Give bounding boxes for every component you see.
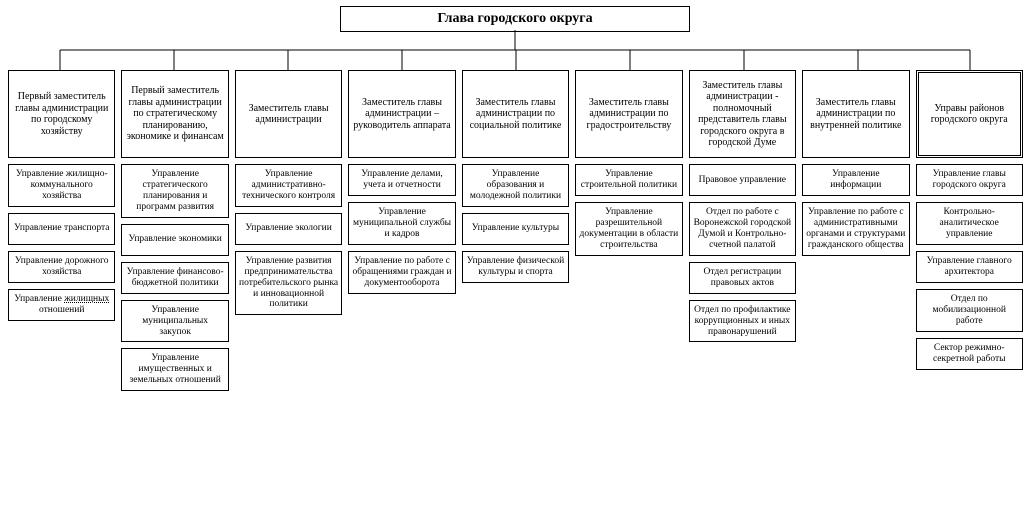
child-node-label: Управление главы городского округа bbox=[920, 169, 1019, 191]
child-node-label: Управление главного архитектора bbox=[920, 256, 1019, 278]
child-node-label: Управление административно-технического … bbox=[239, 169, 338, 202]
column-head-label: Заместитель главы администрации по социа… bbox=[466, 97, 565, 132]
child-node: Управление экономики bbox=[121, 224, 228, 256]
child-node-label: Отдел регистрации правовых актов bbox=[693, 267, 792, 289]
child-node-label: Управление по работе с административными… bbox=[806, 207, 905, 251]
child-node: Управление имущественных и земельных отн… bbox=[121, 348, 228, 391]
column-head-label: Первый заместитель главы администрации п… bbox=[12, 91, 111, 137]
column: Управы районов городского округа Управлен… bbox=[916, 70, 1023, 391]
column: Заместитель главы администрации Управлени… bbox=[235, 70, 342, 391]
root-label: Глава городского округа bbox=[437, 11, 592, 26]
child-node-label: Управление дорожного хозяйства bbox=[12, 256, 111, 278]
child-node: Управление стратегического планирования … bbox=[121, 164, 228, 218]
column-head-label: Заместитель главы администрации по градо… bbox=[579, 97, 678, 132]
child-node-label: Управление транспорта bbox=[14, 223, 110, 234]
child-node: Управление по работе с административными… bbox=[802, 202, 909, 256]
child-node: Управление строительной политики bbox=[575, 164, 682, 196]
child-node-label: Управление информации bbox=[806, 169, 905, 191]
child-node: Отдел регистрации правовых актов bbox=[689, 262, 796, 294]
child-node-label: Управление муниципальной службы и кадров bbox=[352, 207, 451, 240]
column-head-label: Заместитель главы администрации - полном… bbox=[693, 80, 792, 149]
column-head: Заместитель главы администрации bbox=[235, 70, 342, 158]
column: Заместитель главы администрации по внутр… bbox=[802, 70, 909, 391]
child-node-label: Управление культуры bbox=[472, 223, 559, 234]
child-node-label: Правовое управление bbox=[699, 175, 786, 186]
child-node: Управление разрешительной документации в… bbox=[575, 202, 682, 256]
child-node-label: Контрольно-аналитическое управление bbox=[920, 207, 1019, 240]
child-node: Сектор режимно-секретной работы bbox=[916, 338, 1023, 370]
child-node: Управление делами, учета и отчетности bbox=[348, 164, 455, 196]
column-head: Заместитель главы администрации по градо… bbox=[575, 70, 682, 158]
child-node: Управление главного архитектора bbox=[916, 251, 1023, 283]
child-node-label: Управление жилищно-коммунального хозяйст… bbox=[12, 169, 111, 202]
columns-container: Первый заместитель главы администрации п… bbox=[8, 70, 1023, 391]
child-node: Управление физической культуры и спорта bbox=[462, 251, 569, 283]
child-node-label: Отдел по профилактике коррупционных и ин… bbox=[693, 305, 792, 338]
child-node-label: Управление разрешительной документации в… bbox=[579, 207, 678, 251]
child-node: Управление транспорта bbox=[8, 213, 115, 245]
child-node: Управление муниципальной службы и кадров bbox=[348, 202, 455, 245]
column-head: Заместитель главы администрации - полном… bbox=[689, 70, 796, 158]
root-node: Глава городского округа bbox=[340, 6, 690, 32]
child-node-label: Управление делами, учета и отчетности bbox=[352, 169, 451, 191]
child-node-label: Отдел по мобилизационной работе bbox=[920, 294, 1019, 327]
child-node: Управление образования и молодежной поли… bbox=[462, 164, 569, 207]
child-node: Управление муниципальных закупок bbox=[121, 300, 228, 343]
column-head: Заместитель главы администрации по внутр… bbox=[802, 70, 909, 158]
column-head-label: Управы районов городского округа bbox=[924, 103, 1015, 126]
child-node-label: Управление финансово-бюджетной политики bbox=[125, 267, 224, 289]
column-head-label: Заместитель главы администрации bbox=[239, 103, 338, 126]
child-node-label: Управление по работе с обращениями гражд… bbox=[352, 256, 451, 289]
child-node-label: Управление строительной политики bbox=[579, 169, 678, 191]
column-head-label: Заместитель главы администрации – руково… bbox=[352, 97, 451, 132]
column-head: Управы районов городского округа bbox=[916, 70, 1023, 158]
child-node: Правовое управление bbox=[689, 164, 796, 196]
child-node: Управление жилищно-коммунального хозяйст… bbox=[8, 164, 115, 207]
child-node: Управление главы городского округа bbox=[916, 164, 1023, 196]
column-head: Заместитель главы администрации – руково… bbox=[348, 70, 455, 158]
column-head-label: Заместитель главы администрации по внутр… bbox=[806, 97, 905, 132]
column: Первый заместитель главы администрации п… bbox=[8, 70, 115, 391]
child-node: Управление экологии bbox=[235, 213, 342, 245]
child-node-label: Управление экономики bbox=[128, 234, 221, 245]
child-node-label: Управление стратегического планирования … bbox=[125, 169, 224, 213]
child-node: Отдел по мобилизационной работе bbox=[916, 289, 1023, 332]
child-node-label: Управление имущественных и земельных отн… bbox=[125, 353, 224, 386]
child-node-label: Сектор режимно-секретной работы bbox=[920, 343, 1019, 365]
column: Первый заместитель главы администрации п… bbox=[121, 70, 228, 391]
child-node: Управление развития предпринимательства … bbox=[235, 251, 342, 316]
child-node: Управление административно-технического … bbox=[235, 164, 342, 207]
column: Заместитель главы администрации по социа… bbox=[462, 70, 569, 391]
child-node-label: Управление экологии bbox=[245, 223, 331, 234]
child-node-label: Управление физической культуры и спорта bbox=[466, 256, 565, 278]
child-node: Управление культуры bbox=[462, 213, 569, 245]
child-node-label: Отдел по работе с Воронежской городской … bbox=[693, 207, 792, 251]
child-node: Управление по работе с обращениями гражд… bbox=[348, 251, 455, 294]
child-node-label: Управление развития предпринимательства … bbox=[239, 256, 338, 311]
child-node: Отдел по работе с Воронежской городской … bbox=[689, 202, 796, 256]
child-node-label: Управление муниципальных закупок bbox=[125, 305, 224, 338]
child-node: Управление жилищных отношений bbox=[8, 289, 115, 321]
column: Заместитель главы администрации по градо… bbox=[575, 70, 682, 391]
column-head: Первый заместитель главы администрации п… bbox=[8, 70, 115, 158]
child-node: Управление дорожного хозяйства bbox=[8, 251, 115, 283]
column: Заместитель главы администрации - полном… bbox=[689, 70, 796, 391]
child-node-label: Управление жилищных отношений bbox=[12, 294, 111, 316]
child-node: Управление информации bbox=[802, 164, 909, 196]
child-node: Отдел по профилактике коррупционных и ин… bbox=[689, 300, 796, 343]
child-node: Управление финансово-бюджетной политики bbox=[121, 262, 228, 294]
column-head: Заместитель главы администрации по социа… bbox=[462, 70, 569, 158]
child-node-label: Управление образования и молодежной поли… bbox=[466, 169, 565, 202]
child-node: Контрольно-аналитическое управление bbox=[916, 202, 1023, 245]
column: Заместитель главы администрации – руково… bbox=[348, 70, 455, 391]
column-head-label: Первый заместитель главы администрации п… bbox=[125, 85, 224, 143]
column-head: Первый заместитель главы администрации п… bbox=[121, 70, 228, 158]
